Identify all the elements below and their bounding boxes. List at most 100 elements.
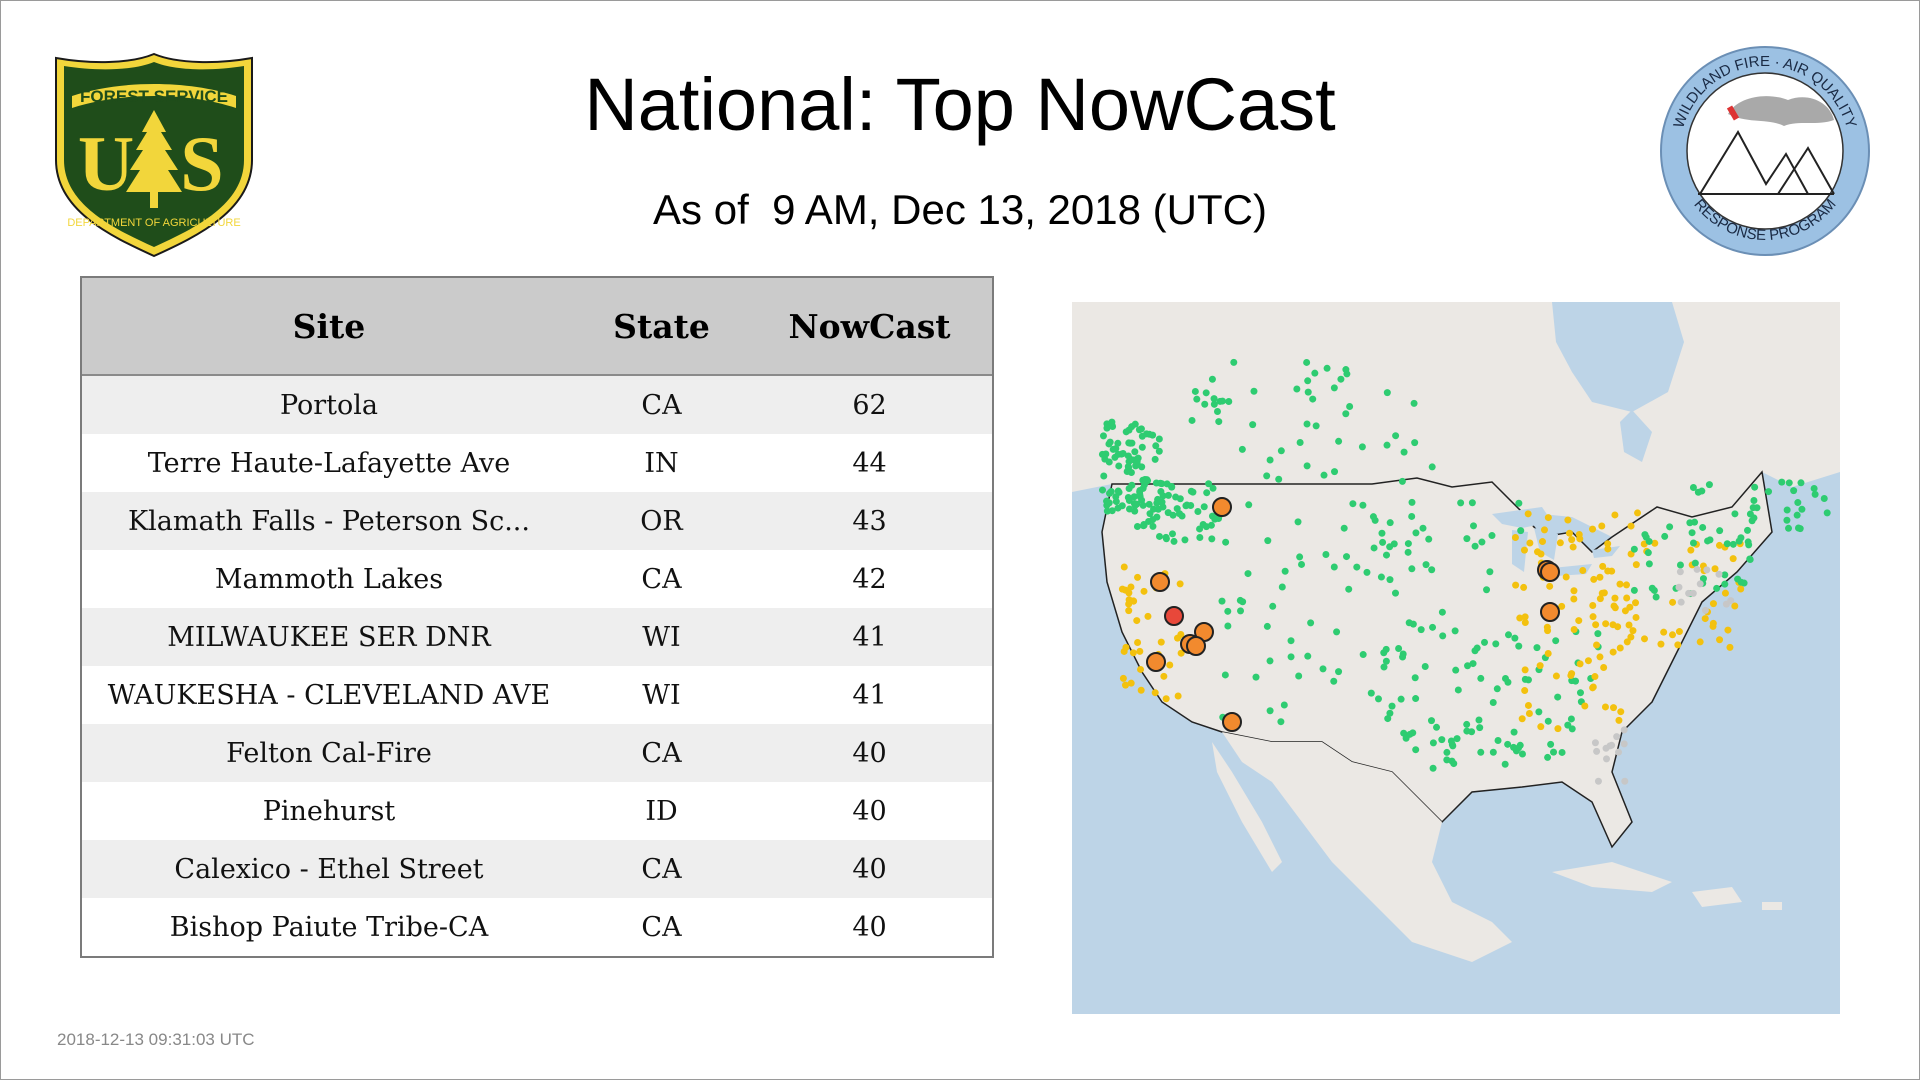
monitor-point [1266, 657, 1274, 665]
monitor-point [1685, 589, 1693, 597]
monitor-point [1277, 447, 1285, 455]
monitor-point [1322, 551, 1330, 559]
monitor-point [1153, 513, 1161, 521]
monitor-point [1208, 535, 1216, 543]
monitor-point [1701, 606, 1709, 614]
monitor-point [1136, 486, 1144, 494]
monitor-point [1155, 532, 1163, 540]
monitor-point [1473, 644, 1481, 652]
monitor-point [1594, 777, 1602, 785]
monitor-point [1565, 529, 1573, 537]
monitor-point [1296, 553, 1304, 561]
monitor-point [1399, 653, 1407, 661]
monitor-point [1216, 397, 1224, 405]
monitor-point [1623, 581, 1631, 589]
monitor-point [1170, 537, 1178, 545]
monitor-point [1379, 538, 1387, 546]
monitor-point [1511, 634, 1519, 642]
monitor-point [1443, 748, 1451, 756]
monitor-point [1533, 548, 1541, 556]
northeast-land [1762, 302, 1840, 392]
monitor-point [1610, 704, 1618, 712]
table-row: Bishop Paiute Tribe-CA CA 40 [82, 898, 992, 956]
cell-state: CA [575, 724, 748, 782]
monitor-point [1209, 484, 1217, 492]
monitor-point [1298, 560, 1306, 568]
monitor-point [1591, 739, 1599, 747]
monitor-point [1696, 580, 1704, 588]
monitor-point [1783, 506, 1791, 514]
monitor-point [1716, 636, 1724, 644]
monitor-point [1238, 445, 1246, 453]
monitor-point [1743, 526, 1751, 534]
monitor-point [1342, 410, 1350, 418]
monitor-point [1723, 540, 1731, 548]
monitor-point [1125, 497, 1133, 505]
monitor-point [1481, 638, 1489, 646]
monitor-point [1333, 628, 1341, 636]
monitor-point [1575, 617, 1583, 625]
monitor-point [1191, 387, 1199, 395]
monitor-point [1593, 641, 1601, 649]
monitor-point [1709, 619, 1717, 627]
monitor-point [1210, 400, 1218, 408]
monitor-point [1359, 501, 1367, 509]
monitor-point [1544, 514, 1552, 522]
high-nowcast-marker [1146, 652, 1166, 672]
monitor-point [1785, 524, 1793, 532]
monitor-point [1797, 479, 1805, 487]
monitor-point [1596, 573, 1604, 581]
monitor-point [1205, 480, 1213, 488]
monitor-point [1109, 445, 1117, 453]
monitor-point [1569, 543, 1577, 551]
monitor-point [1457, 499, 1465, 507]
monitor-point [1521, 675, 1529, 683]
monitor-point [1249, 421, 1257, 429]
monitor-point [1175, 510, 1183, 518]
monitor-point [1374, 695, 1382, 703]
monitor-point [1130, 456, 1138, 464]
monitor-point [1140, 587, 1148, 595]
monitor-point [1518, 715, 1526, 723]
monitor-point [1554, 725, 1562, 733]
monitor-point [1463, 720, 1471, 728]
monitor-point [1593, 747, 1601, 755]
monitor-point [1412, 746, 1420, 754]
monitor-point [1131, 507, 1139, 515]
monitor-point [1383, 389, 1391, 397]
monitor-point [1737, 585, 1745, 593]
monitor-point [1371, 516, 1379, 524]
monitor-point [1158, 480, 1166, 488]
monitor-point [1359, 651, 1367, 659]
monitor-point [1641, 635, 1649, 643]
monitor-point [1115, 462, 1123, 470]
monitor-point [1438, 608, 1446, 616]
monitor-point [1382, 657, 1390, 665]
forest-service-logo: FOREST SERVICE U S DEPARTMENT OF AGRICUL… [55, 52, 253, 258]
puerto-rico [1762, 902, 1782, 910]
monitor-point [1429, 764, 1437, 772]
monitor-point [1546, 582, 1554, 590]
monitor-point [1525, 710, 1533, 718]
monitor-point [1433, 723, 1441, 731]
monitor-point [1451, 627, 1459, 635]
monitor-point [1715, 541, 1723, 549]
monitor-point [1630, 586, 1638, 594]
monitor-point [1201, 400, 1209, 408]
monitor-point [1735, 537, 1743, 545]
high-nowcast-marker [1186, 636, 1206, 656]
monitor-point [1218, 597, 1226, 605]
cell-site: Felton Cal-Fire [82, 724, 576, 782]
monitor-point [1114, 487, 1122, 495]
monitor-point [1746, 555, 1754, 563]
monitor-point [1250, 387, 1258, 395]
monitor-point [1533, 644, 1541, 652]
monitor-point [1629, 627, 1637, 635]
monitor-point [1119, 674, 1127, 682]
monitor-point [1277, 718, 1285, 726]
high-nowcast-marker [1540, 562, 1560, 582]
monitor-point [1765, 488, 1773, 496]
monitor-point [1727, 597, 1735, 605]
air-quality-map [1072, 302, 1840, 1014]
monitor-point [1114, 450, 1122, 458]
